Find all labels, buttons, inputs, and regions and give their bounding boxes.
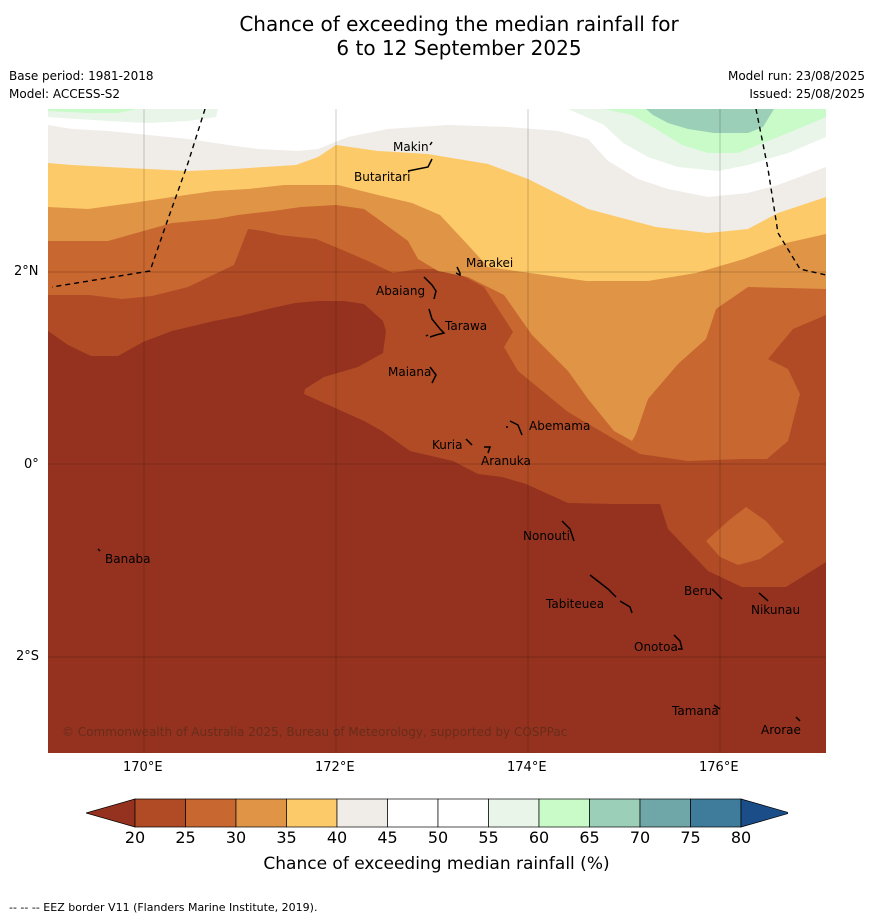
colorbar-title: Chance of exceeding median rainfall (%) <box>263 854 610 874</box>
place-label-tarawa: Tarawa <box>444 319 487 333</box>
place-label-makin: Makin <box>393 140 429 154</box>
place-label-abaiang: Abaiang <box>376 284 425 298</box>
place-label-marakei: Marakei <box>466 256 513 270</box>
place-label-nikunau: Nikunau <box>751 603 800 617</box>
place-label-arorae: Arorae <box>761 723 801 737</box>
eez-border <box>51 109 826 288</box>
lat-tick-2s: 2°S <box>16 649 40 664</box>
place-labels: Makin Butaritari Marakei Abaiang Tarawa … <box>105 140 801 737</box>
chart-title: Chance of exceeding the median rainfall … <box>0 12 873 60</box>
place-label-maiana: Maiana <box>388 365 431 379</box>
band-25-30-island <box>706 507 784 565</box>
colorbar-segment <box>690 798 742 828</box>
title-line-2: 6 to 12 September 2025 <box>336 36 582 60</box>
colorbar-segment <box>538 798 590 828</box>
colorbar-under-arrow <box>86 798 136 828</box>
band-65-70-right <box>646 109 774 133</box>
place-label-kuria: Kuria <box>432 438 463 452</box>
model-run-date: Model run: 23/08/2025 <box>727 69 865 83</box>
place-label-abemama: Abemama <box>529 419 590 433</box>
colorbar-tick-label: 65 <box>579 828 600 847</box>
base-period: Base period: 1981-2018 <box>9 69 154 83</box>
place-label-nonouti: Nonouti <box>523 529 570 543</box>
graticule <box>48 109 826 753</box>
colorbar-tick-label: 20 <box>124 828 146 847</box>
colorbar-segment <box>589 798 641 828</box>
place-label-butaritari: Butaritari <box>354 170 411 184</box>
colorbar-tick-label: 25 <box>175 828 196 847</box>
place-label-onotoa: Onotoa <box>634 640 678 654</box>
colorbar-segments <box>86 798 788 828</box>
rainfall-map[interactable]: Makin Butaritari Marakei Abaiang Tarawa … <box>48 109 826 753</box>
colorbar-segment <box>185 798 237 828</box>
model-info: Base period: 1981-2018 Model: ACCESS-S2 <box>9 67 154 103</box>
colorbar-segment <box>639 798 691 828</box>
colorbar <box>86 798 788 828</box>
band-60-65-left <box>48 109 138 113</box>
colorbar-segment <box>387 798 439 828</box>
eez-footnote: -- -- -- EEZ border V11 (Flanders Marine… <box>9 901 318 914</box>
copyright-notice: © Commonwealth of Australia 2025, Bureau… <box>62 725 567 739</box>
lon-tick-172e: 172°E <box>315 760 355 775</box>
lat-tick-0: 0° <box>24 457 39 472</box>
lon-tick-170e: 170°E <box>123 760 163 775</box>
colorbar-tick-label: 35 <box>276 828 297 847</box>
place-label-tabiteuea: Tabiteuea <box>545 597 604 611</box>
title-line-1: Chance of exceeding the median rainfall … <box>239 12 679 36</box>
colorbar-tick-label: 55 <box>478 828 499 847</box>
colorbar-segment <box>336 798 388 828</box>
issued-date: Issued: 25/08/2025 <box>749 87 865 101</box>
island-outlines <box>97 141 801 722</box>
map-svg: Makin Butaritari Marakei Abaiang Tarawa … <box>48 109 826 753</box>
colorbar-segment <box>437 798 489 828</box>
colorbar-segment <box>134 798 186 828</box>
colorbar-segment <box>235 798 287 828</box>
colorbar-tick-label: 50 <box>427 828 449 847</box>
colorbar-tick-label: 45 <box>377 828 398 847</box>
colorbar-tick-label: 80 <box>730 828 752 847</box>
run-info: Model run: 23/08/2025 Issued: 25/08/2025 <box>728 67 865 103</box>
colorbar-tick-label: 75 <box>680 828 701 847</box>
place-label-aranuka: Aranuka <box>481 454 531 468</box>
colorbar-tick-label: 60 <box>528 828 550 847</box>
place-label-banaba: Banaba <box>105 552 151 566</box>
place-label-tamana: Tamana <box>671 704 719 718</box>
colorbar-segment <box>488 798 540 828</box>
lon-tick-174e: 174°E <box>507 760 547 775</box>
place-label-beru: Beru <box>684 584 712 598</box>
colorbar-over-arrow <box>740 798 788 828</box>
lat-tick-2n: 2°N <box>14 264 39 279</box>
colorbar-segment <box>286 798 338 828</box>
model-name: Model: ACCESS-S2 <box>9 87 121 101</box>
colorbar-tick-label: 40 <box>326 828 348 847</box>
colorbar-tick-label: 30 <box>225 828 247 847</box>
lon-tick-176e: 176°E <box>699 760 739 775</box>
colorbar-tick-label: 70 <box>629 828 651 847</box>
